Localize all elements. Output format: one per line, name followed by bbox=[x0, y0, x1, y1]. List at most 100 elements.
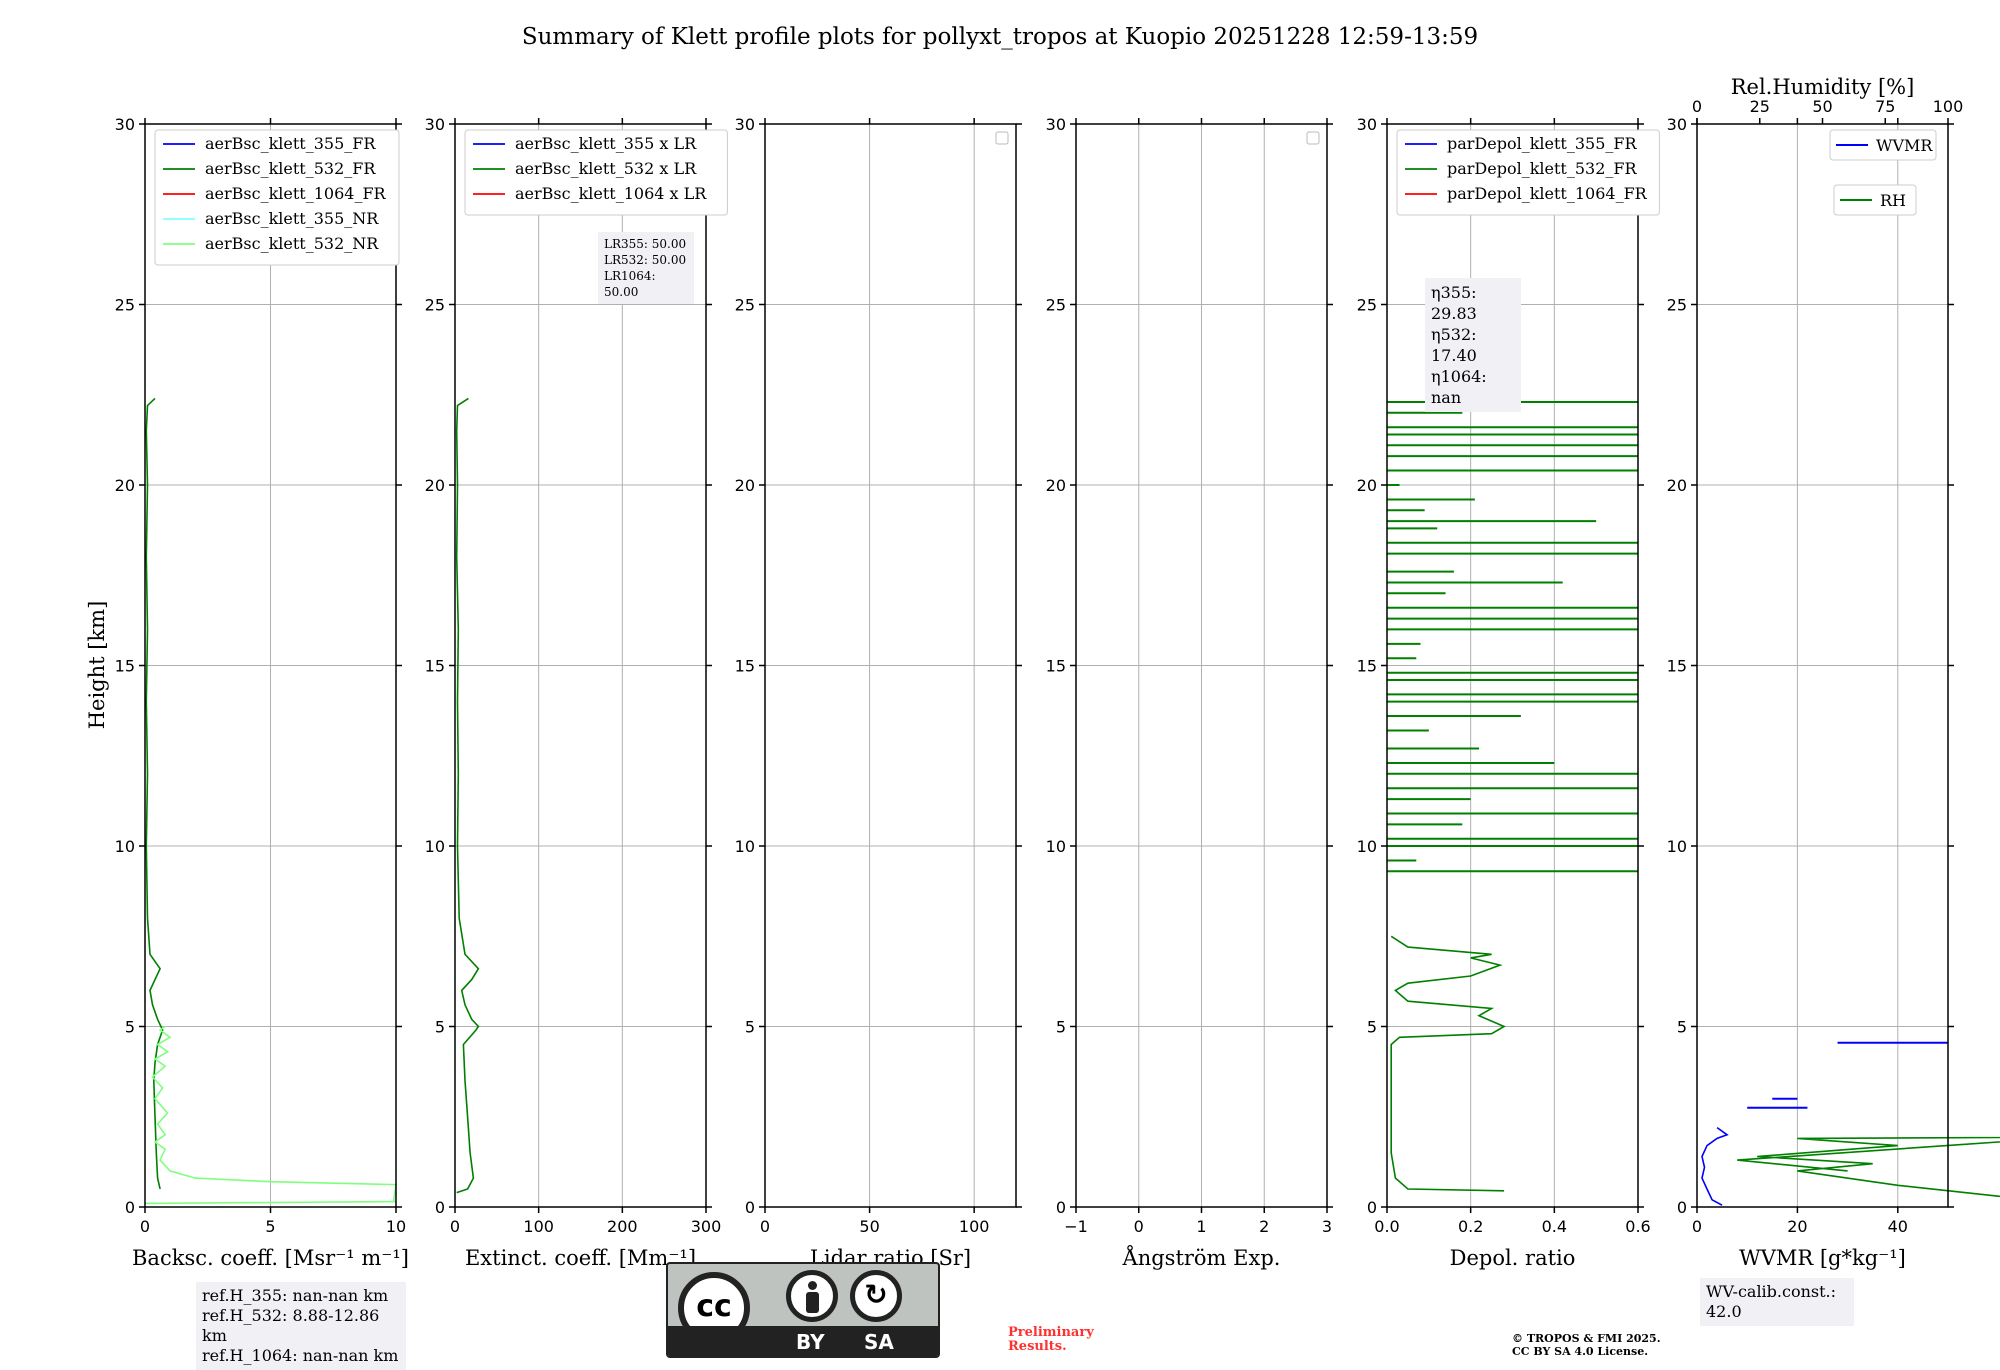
x-tick-label: 0.6 bbox=[1625, 1217, 1650, 1236]
series-line-parDepol_klett_532_FR bbox=[1390, 935, 1506, 1192]
y-axis-label: Height [km] bbox=[85, 601, 109, 730]
refh-1064: ref.H_1064: nan-nan km bbox=[202, 1346, 399, 1365]
series-line-WVMR bbox=[1701, 1126, 1729, 1206]
y-tick-label: 20 bbox=[735, 476, 755, 495]
legend-label: aerBsc_klett_1064 x LR bbox=[515, 184, 707, 203]
y-tick-label: 20 bbox=[425, 476, 445, 495]
x-tick-label: 3 bbox=[1322, 1217, 1332, 1236]
panel-depol: 0 5 10 15 20 25 30 0.0 0.2 0.4 0.6 Depol. ratio parD… bbox=[1357, 115, 1660, 1270]
copyright-note: © TROPOS & FMI 2025. CC BY SA 4.0 Licens… bbox=[1512, 1332, 1661, 1358]
y-tick-label: 0 bbox=[435, 1198, 445, 1217]
cc-sa-label: SA bbox=[864, 1330, 894, 1354]
copyright-line-1: © TROPOS & FMI 2025. bbox=[1512, 1332, 1661, 1345]
series-line-aerBsc_klett_532 x LR bbox=[455, 397, 480, 1194]
x-tick-label: 0 bbox=[140, 1217, 150, 1236]
y-tick-label: 10 bbox=[735, 837, 755, 856]
y-tick-label: 5 bbox=[435, 1018, 445, 1037]
axes-frame bbox=[1386, 123, 1639, 1208]
x2-tick-label: 25 bbox=[1750, 97, 1770, 116]
eta-1064: η1064: nan bbox=[1431, 367, 1487, 407]
y-tick-label: 10 bbox=[1667, 837, 1687, 856]
x-tick-label: 0 bbox=[1134, 1217, 1144, 1236]
legend-label: aerBsc_klett_532_FR bbox=[205, 159, 376, 178]
y-tick-label: 30 bbox=[115, 115, 135, 134]
y-tick-label: 25 bbox=[1357, 296, 1377, 315]
x-tick-label: 0 bbox=[1692, 1217, 1702, 1236]
series-line-aerBsc_klett_532_FR bbox=[145, 397, 164, 1190]
refh-532: ref.H_532: 8.88-12.86 km bbox=[202, 1306, 380, 1345]
y-tick-label: 5 bbox=[125, 1018, 135, 1037]
x-tick-label: 0 bbox=[450, 1217, 460, 1236]
y-tick-label: 10 bbox=[425, 837, 445, 856]
x-tick-label: 40 bbox=[1888, 1217, 1908, 1236]
axes-frame bbox=[144, 123, 397, 1208]
axes-frame bbox=[764, 123, 1017, 1208]
y-tick-label: 15 bbox=[425, 657, 445, 676]
x-axis-label: WVMR [g*kg⁻¹] bbox=[1739, 1246, 1906, 1270]
y-tick-label: 0 bbox=[1056, 1198, 1066, 1217]
x-tick-label: −1 bbox=[1064, 1217, 1088, 1236]
x2-tick-label: 0 bbox=[1692, 97, 1702, 116]
preliminary-line-1: Preliminary bbox=[1008, 1325, 1094, 1340]
sa-share-icon: ↻ bbox=[850, 1270, 902, 1322]
x-tick-label: 5 bbox=[265, 1217, 275, 1236]
y-tick-label: 15 bbox=[1046, 657, 1066, 676]
y-tick-label: 10 bbox=[115, 837, 135, 856]
x2-tick-label: 50 bbox=[1812, 97, 1832, 116]
x-tick-label: 10 bbox=[386, 1217, 406, 1236]
legend: aerBsc_klett_355 x LR aerBsc_klett_532 x … bbox=[464, 129, 728, 216]
y-tick-label: 30 bbox=[1357, 115, 1377, 134]
x-tick-label: 0 bbox=[760, 1217, 770, 1236]
copyright-line-2: CC BY SA 4.0 License. bbox=[1512, 1345, 1649, 1358]
x-tick-label: 200 bbox=[607, 1217, 638, 1236]
y-tick-label: 15 bbox=[115, 657, 135, 676]
legend-box bbox=[154, 129, 400, 266]
x-axis-label: Extinct. coeff. [Mm⁻¹] bbox=[465, 1246, 696, 1270]
x-tick-label: 50 bbox=[859, 1217, 879, 1236]
legend-label: WVMR bbox=[1876, 136, 1933, 155]
legend: aerBsc_klett_355_FR aerBsc_klett_532_FRae… bbox=[154, 129, 400, 266]
y-tick-label: 25 bbox=[1046, 296, 1066, 315]
legend-label: parDepol_klett_532_FR bbox=[1447, 159, 1638, 178]
by-person-icon bbox=[786, 1270, 838, 1322]
x2-tick-label: 100 bbox=[1933, 97, 1964, 116]
y-tick-label: 20 bbox=[1667, 476, 1687, 495]
legend-label: RH bbox=[1880, 191, 1906, 210]
legend-label: parDepol_klett_1064_FR bbox=[1447, 184, 1648, 203]
y-tick-label: 15 bbox=[1357, 657, 1377, 676]
series-line-aerBsc_klett_532_NR bbox=[144, 1025, 397, 1205]
refh-355: ref.H_355: nan-nan km bbox=[202, 1286, 389, 1305]
y-tick-label: 10 bbox=[1046, 837, 1066, 856]
x2-tick-label: 75 bbox=[1875, 97, 1895, 116]
cc-license-badge[interactable]: cc ↻ BY SA bbox=[666, 1262, 940, 1358]
x-tick-label: 20 bbox=[1787, 1217, 1807, 1236]
series-line-RH bbox=[1737, 1136, 2000, 1198]
figure-title: Summary of Klett profile plots for polly… bbox=[522, 24, 1478, 50]
y-tick-label: 30 bbox=[735, 115, 755, 134]
y-tick-label: 20 bbox=[1046, 476, 1066, 495]
x-tick-label: 1 bbox=[1196, 1217, 1206, 1236]
wv-calib-value: WV-calib.const.: 42.0 bbox=[1706, 1282, 1837, 1321]
x-axis-label: Backsc. coeff. [Msr⁻¹ m⁻¹] bbox=[132, 1246, 409, 1270]
y-tick-label: 5 bbox=[1056, 1018, 1066, 1037]
legend-label: aerBsc_klett_355_NR bbox=[205, 209, 379, 228]
y-tick-label: 25 bbox=[115, 296, 135, 315]
x-tick-label: 2 bbox=[1259, 1217, 1269, 1236]
cc-logo-text: cc bbox=[696, 1289, 732, 1324]
legend-wvmr: WVMR bbox=[1829, 129, 1937, 161]
y-tick-label: 25 bbox=[1667, 296, 1687, 315]
wv-calib-annotation: WV-calib.const.: 42.0 bbox=[1700, 1278, 1854, 1326]
x-tick-label: 0.2 bbox=[1458, 1217, 1483, 1236]
y-tick-label: 0 bbox=[1677, 1198, 1687, 1217]
x-tick-label: 0.0 bbox=[1374, 1217, 1399, 1236]
preliminary-line-2: Results. bbox=[1008, 1339, 1067, 1354]
eta-532: η532: 17.40 bbox=[1431, 325, 1477, 365]
y-tick-label: 20 bbox=[115, 476, 135, 495]
lr-annotation: LR355: 50.00 LR532: 50.00 LR1064: 50.00 bbox=[598, 232, 694, 304]
cc-by-label: BY bbox=[796, 1330, 825, 1354]
axes-frame bbox=[1075, 123, 1328, 1208]
y-tick-label: 25 bbox=[425, 296, 445, 315]
